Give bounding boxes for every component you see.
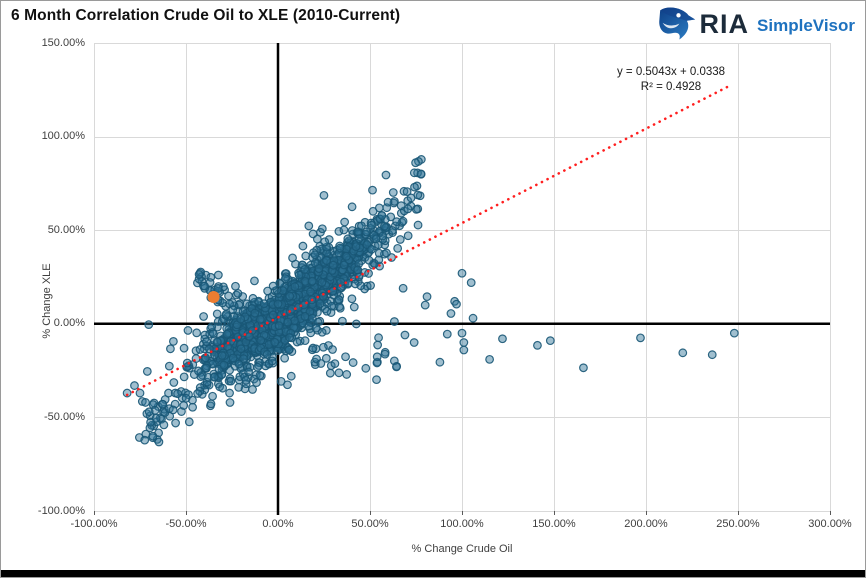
x-tick-label: 50.00% [351, 518, 389, 530]
trendline-formula: y = 0.5043x + 0.0338 [616, 66, 726, 78]
x-tick-label: 250.00% [716, 518, 760, 530]
bottom-border-bar [1, 570, 865, 577]
y-tick-label: 150.00% [41, 36, 85, 49]
chart-title: 6 Month Correlation Crude Oil to XLE (20… [11, 7, 401, 24]
x-tick-label: 100.00% [440, 518, 484, 530]
brand-name: RIA [699, 8, 750, 39]
x-tick-label: 300.00% [808, 518, 852, 530]
eagle-shield-icon [658, 7, 695, 39]
y-tick-label: -50.00% [44, 410, 85, 423]
trendline-equation: y = 0.5043x + 0.0338 R² = 0.4928 [601, 65, 741, 95]
y-tick-label: 0.00% [53, 317, 85, 330]
y-tick-label: -100.00% [37, 504, 85, 517]
x-tick-label: -50.00% [165, 518, 207, 530]
y-tick-label: 50.00% [47, 223, 85, 236]
x-axis-title: % Change Crude Oil [411, 543, 513, 555]
y-tick-label: 100.00% [41, 130, 85, 143]
y-axis-title: % Change XLE [41, 263, 53, 339]
product-name: SimpleVisor [757, 16, 855, 35]
x-tick-label: -100.00% [70, 518, 118, 530]
x-tick-label: 200.00% [624, 518, 668, 530]
x-tick-label: 0.00% [262, 518, 294, 530]
brand-logo: RIA SimpleVisor [656, 5, 855, 43]
x-tick-label: 150.00% [532, 518, 576, 530]
trendline-r-squared: R² = 0.4928 [640, 81, 702, 93]
